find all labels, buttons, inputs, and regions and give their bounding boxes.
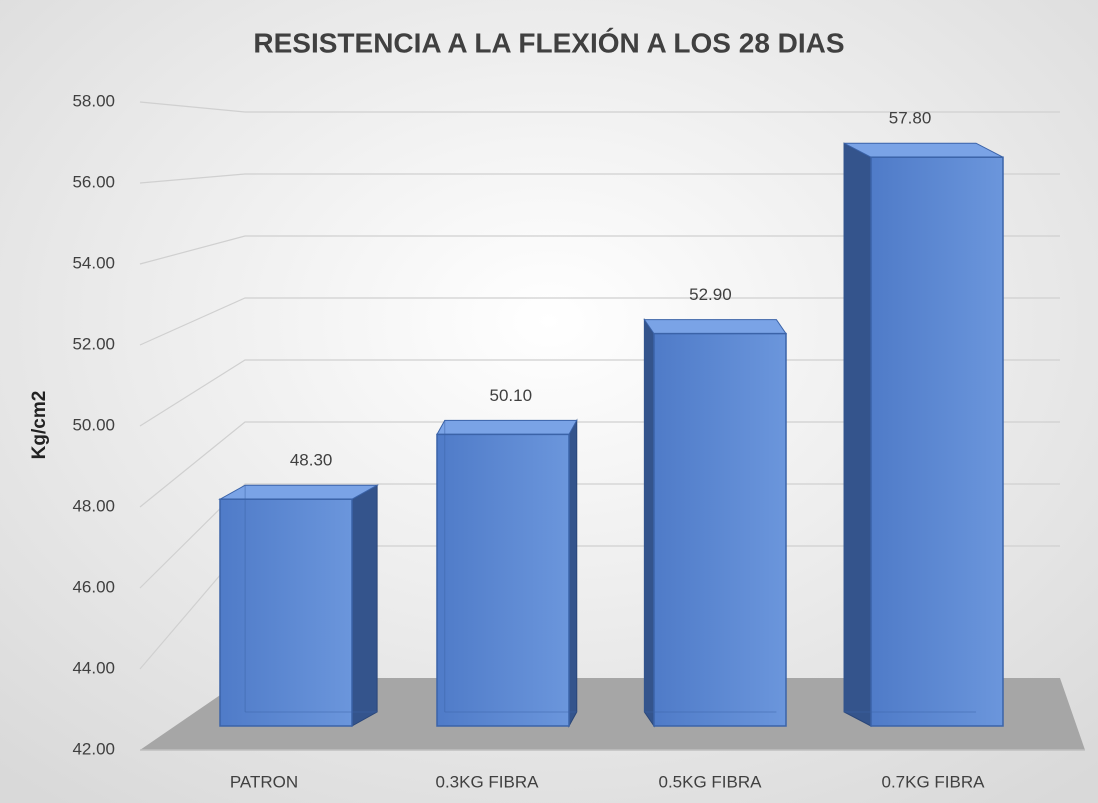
y-tick-label: 46.00 <box>72 577 115 596</box>
grid-line <box>139 483 1060 589</box>
bar <box>219 498 353 727</box>
bar-top <box>843 142 1004 158</box>
bar <box>653 332 787 727</box>
bar-side <box>643 317 655 728</box>
chart-title: RESISTENCIA A LA FLEXIÓN A LOS 28 DIAS <box>253 27 844 58</box>
y-axis-title: Kg/cm2 <box>29 391 50 460</box>
y-tick-label: 50.00 <box>72 415 115 434</box>
y-tick-label: 52.00 <box>72 334 115 353</box>
grid-line <box>139 359 1060 427</box>
bar-top <box>643 319 787 335</box>
bar-top <box>218 484 380 500</box>
x-tick-label: 0.5KG FIBRA <box>659 772 763 791</box>
bar-side <box>568 418 578 728</box>
grid-line <box>139 421 1060 508</box>
x-tick-label: 0.3KG FIBRA <box>436 772 540 791</box>
bar-side <box>843 142 872 727</box>
grid-line <box>139 173 1060 184</box>
bar-side <box>351 484 378 727</box>
grid-line <box>139 101 1060 113</box>
data-label: 50.10 <box>489 386 532 405</box>
bar <box>436 433 570 727</box>
x-tick-label: 0.7KG FIBRA <box>882 772 986 791</box>
y-tick-label: 42.00 <box>72 739 115 758</box>
grid-line <box>139 297 1060 346</box>
y-tick-label: 44.00 <box>72 658 115 677</box>
grid-line <box>139 235 1060 265</box>
y-tick-label: 58.00 <box>72 91 115 110</box>
data-label: 52.90 <box>689 285 732 304</box>
bar-top <box>436 419 578 435</box>
y-tick-label: 48.00 <box>72 496 115 515</box>
y-tick-label: 56.00 <box>72 172 115 191</box>
y-tick-label: 54.00 <box>72 253 115 272</box>
bar <box>870 156 1004 727</box>
data-label: 48.30 <box>290 451 333 470</box>
data-label: 57.80 <box>889 109 932 128</box>
x-tick-label: PATRON <box>230 772 298 791</box>
